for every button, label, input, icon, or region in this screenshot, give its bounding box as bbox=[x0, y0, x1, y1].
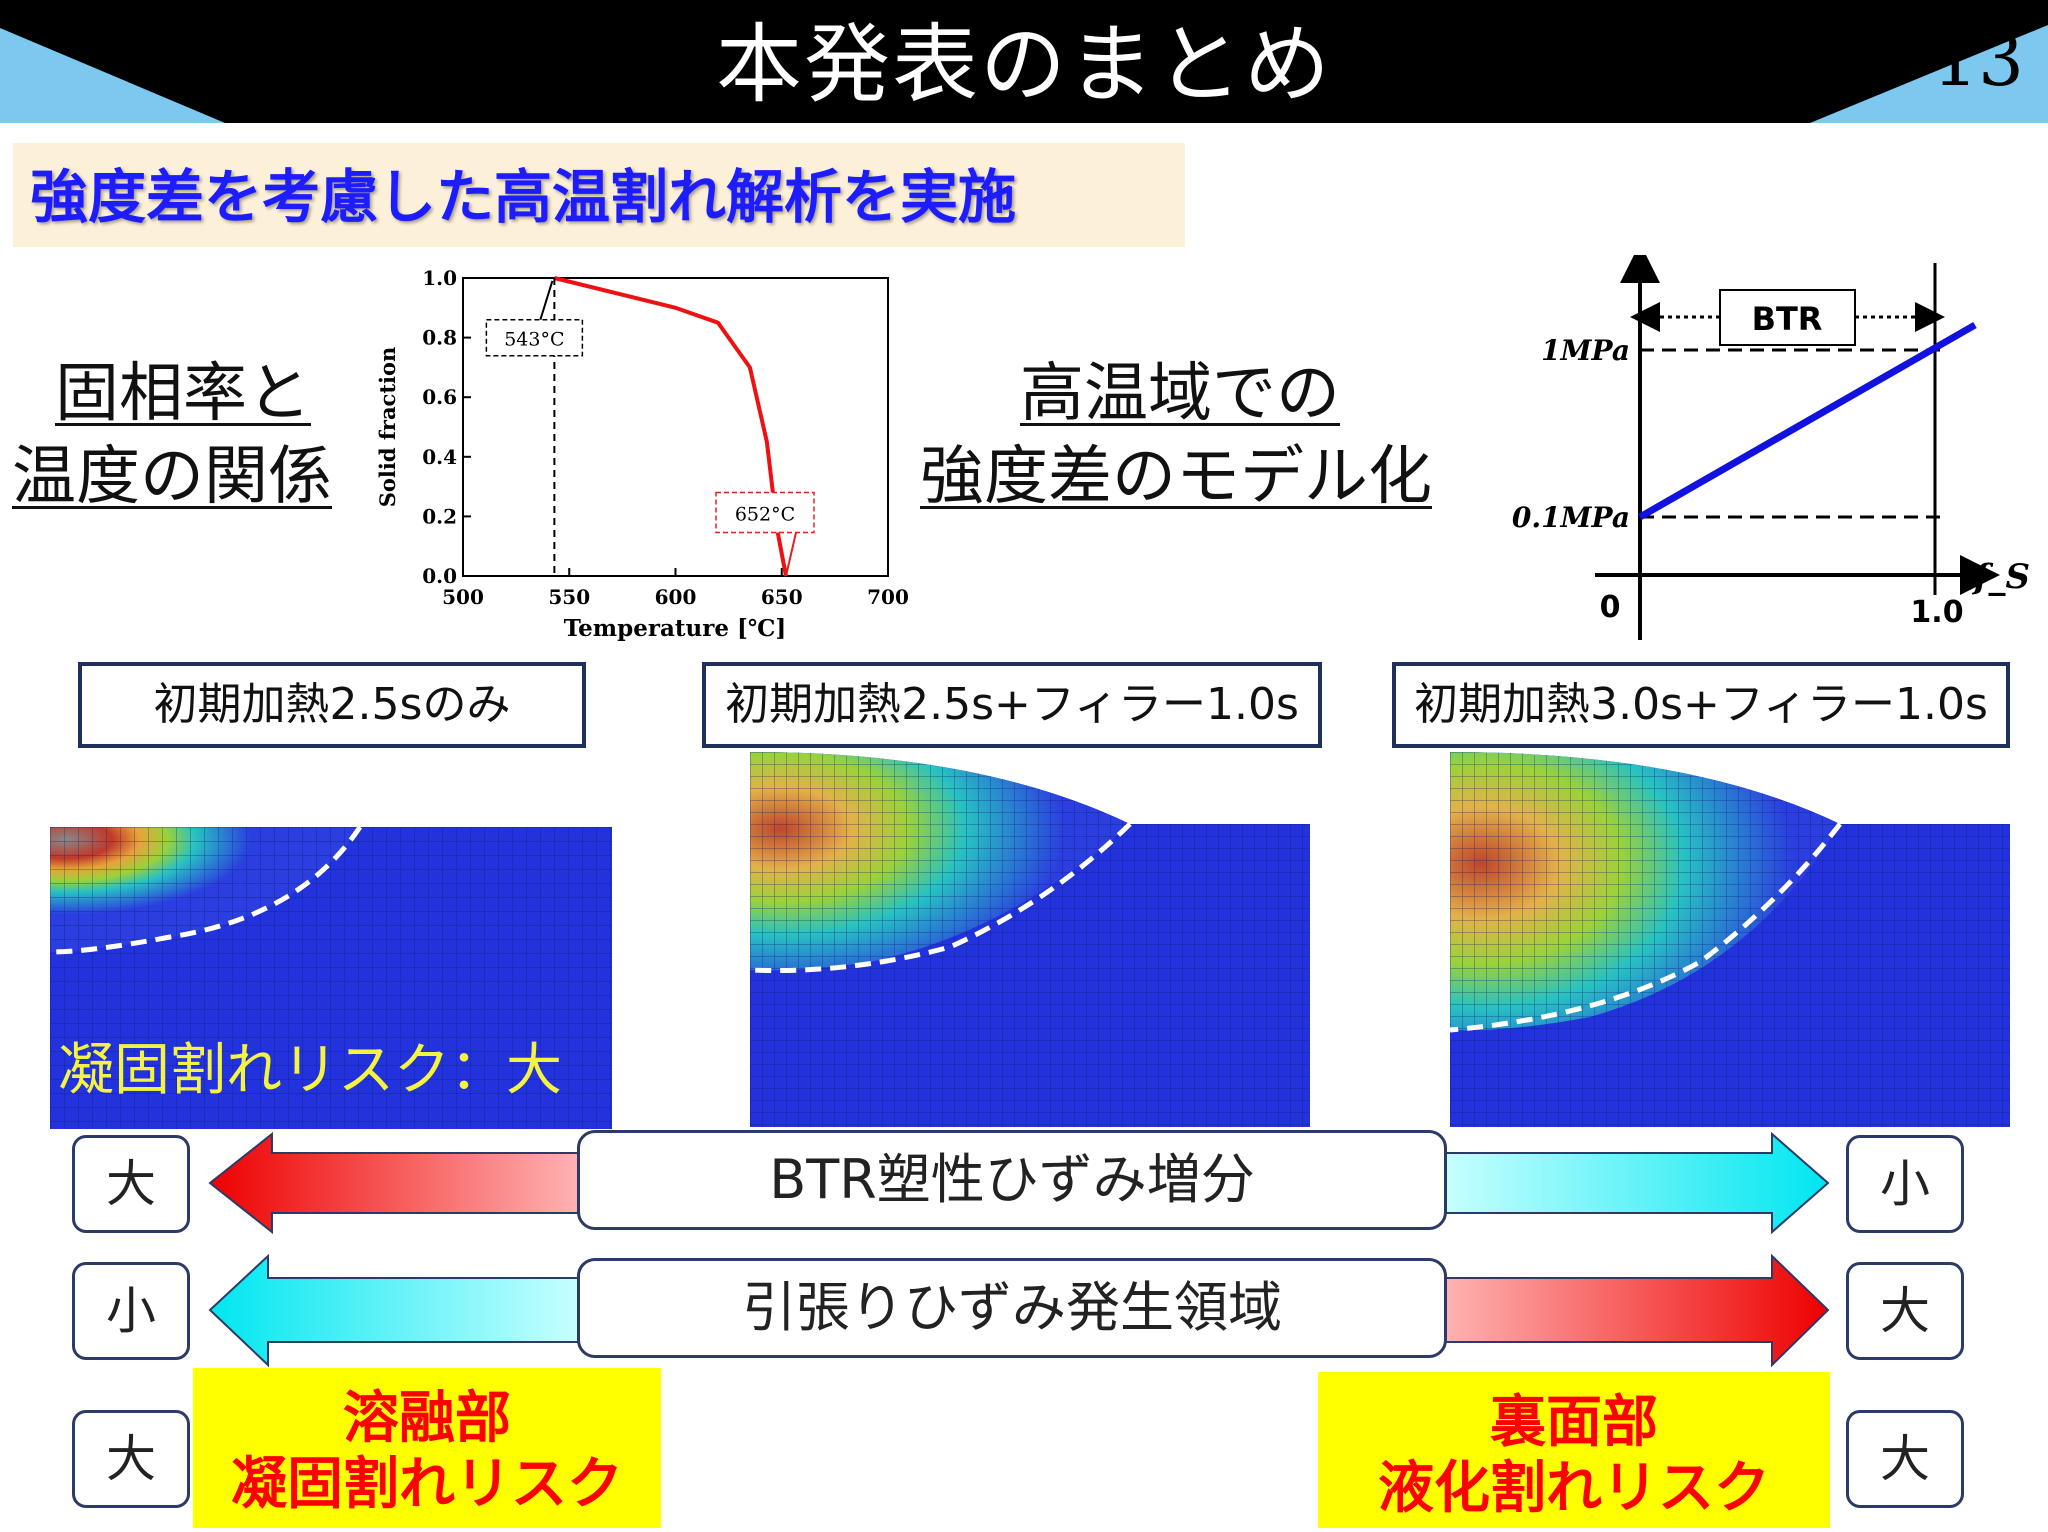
chart2-series-line bbox=[1638, 321, 1977, 521]
chart1-ylabel: Solid fraction bbox=[375, 347, 400, 508]
page-title: 本発表のまとめ bbox=[716, 15, 1332, 115]
chart2-ytick-1mpa: 1MPa bbox=[1541, 334, 1630, 367]
fusion-boundary-3 bbox=[1450, 822, 1842, 1033]
chart2-ytick-01mpa: 0.1MPa bbox=[1512, 501, 1630, 534]
chart1-ytick-label: 1.0 bbox=[422, 266, 457, 290]
left-label-line2: 温度の関係 bbox=[12, 440, 332, 514]
chart1-xtick-label: 500 bbox=[442, 585, 484, 609]
chart1-652-box bbox=[715, 491, 815, 534]
simulation-image-case-2 bbox=[750, 752, 1310, 1127]
chart1-ytick-label: 0.6 bbox=[422, 385, 457, 409]
chart2-xlabel: f_S bbox=[1972, 557, 2030, 597]
bar1-label: BTR塑性ひずみ増分 bbox=[577, 1130, 1447, 1230]
bar2-right-value: 大 bbox=[1846, 1262, 1964, 1360]
solid-fraction-chart: 0.0 0.2 0.4 0.6 0.8 1.0 500 550 600 650 700 Solid… bbox=[375, 266, 909, 642]
mid-label-line1: 高温域での bbox=[1020, 357, 1340, 431]
page-number: 13 bbox=[1932, 18, 2024, 102]
bar2-left-value: 小 bbox=[72, 1262, 190, 1360]
chart1-xtick-label: 700 bbox=[867, 585, 909, 609]
bar1-right-arrow bbox=[1443, 1131, 1830, 1235]
bottom-left-value: 大 bbox=[72, 1410, 190, 1508]
header-black-band bbox=[0, 0, 2048, 123]
case-1-label: 初期加熱2.5sのみ bbox=[78, 662, 586, 748]
chart1-652-label: 652°C bbox=[735, 504, 795, 526]
chart1-ytick-label: 0.2 bbox=[422, 504, 457, 528]
right-risk-line2: 液化割れリスク bbox=[1378, 1456, 1770, 1521]
chart1-543-label: 543°C bbox=[504, 329, 564, 351]
btr-label: BTR bbox=[1752, 300, 1823, 338]
btr-box bbox=[1719, 289, 1856, 346]
simulation-image-case-1 bbox=[50, 827, 612, 1129]
chart1-652-arrow bbox=[785, 532, 797, 577]
case-3-label: 初期加熱3.0s+フィラー1.0s bbox=[1392, 662, 2010, 748]
chart1-xtick-label: 550 bbox=[548, 585, 590, 609]
mid-label-line2: 強度差のモデル化 bbox=[920, 440, 1432, 514]
subtitle-box bbox=[13, 143, 1185, 247]
bar2-left-arrow bbox=[208, 1253, 581, 1368]
subtitle: 強度差を考慮した高温割れ解析を実施 bbox=[30, 163, 1017, 231]
bar1-right-value: 小 bbox=[1846, 1135, 1964, 1233]
fusion-boundary-2 bbox=[750, 822, 1132, 974]
bottom-right-value: 大 bbox=[1846, 1410, 1964, 1508]
bar2-label: 引張りひずみ発生領域 bbox=[577, 1258, 1447, 1358]
arrow-bars bbox=[208, 1131, 1830, 1368]
chart1-ytick-label: 0.4 bbox=[422, 445, 457, 469]
chart2-xtick-1: 1.0 bbox=[1910, 595, 1963, 630]
chart1-xlabel: Temperature [℃] bbox=[564, 615, 787, 642]
left-risk-line2: 凝固割れリスク bbox=[231, 1452, 623, 1517]
chart1-xtick-label: 600 bbox=[655, 585, 697, 609]
bar2-right-arrow bbox=[1443, 1253, 1830, 1368]
sim-risk-text: 凝固割れリスク：大 bbox=[58, 1038, 562, 1103]
left-risk-box: 溶融部 凝固割れリスク bbox=[193, 1368, 661, 1528]
bar1-left-value: 大 bbox=[72, 1135, 190, 1233]
right-risk-box: 裏面部 液化割れリスク bbox=[1318, 1372, 1830, 1528]
strength-model-chart: BTR 1MPa 0.1MPa 0 1.0 f_S bbox=[1512, 255, 2030, 640]
case-2-label: 初期加熱2.5s+フィラー1.0s bbox=[702, 662, 1322, 748]
fusion-boundary-1 bbox=[50, 827, 363, 955]
chart1-xtick-label: 650 bbox=[761, 585, 803, 609]
left-risk-line1: 溶融部 bbox=[343, 1386, 511, 1451]
left-label-line1: 固相率と bbox=[55, 357, 311, 431]
chart1-ytick-label: 0.0 bbox=[422, 564, 457, 588]
bar1-left-arrow bbox=[208, 1131, 581, 1235]
simulation-image-case-3 bbox=[1450, 752, 2010, 1127]
chart1-ytick-label: 0.8 bbox=[422, 326, 457, 350]
chart1-543-box bbox=[485, 318, 584, 357]
chart1-543-arrow bbox=[539, 280, 554, 321]
chart2-xtick-0: 0 bbox=[1600, 590, 1621, 625]
right-risk-line1: 裏面部 bbox=[1490, 1390, 1658, 1455]
